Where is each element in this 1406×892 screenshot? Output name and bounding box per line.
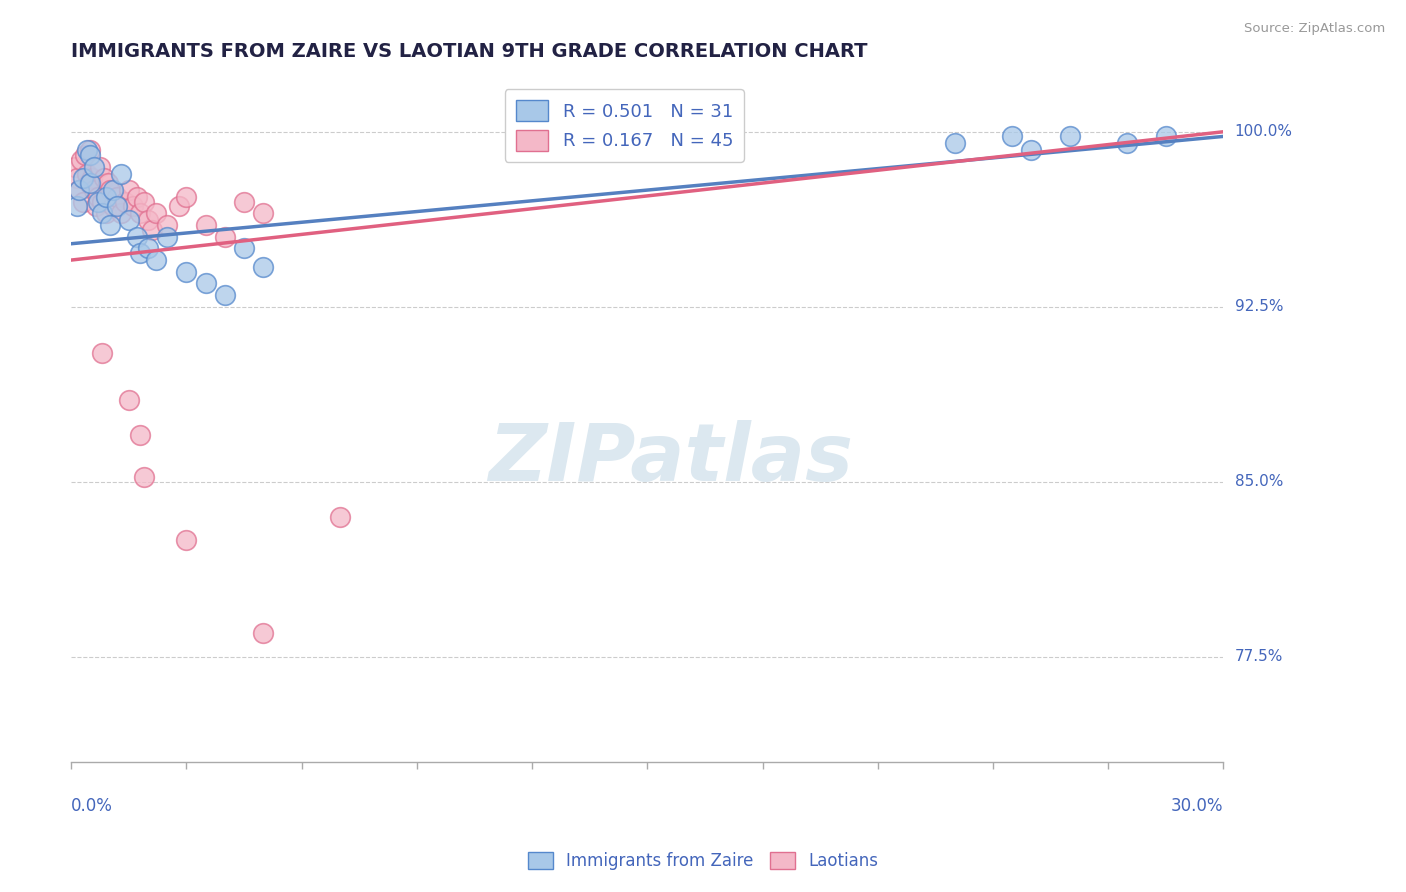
Point <box>98 218 121 232</box>
Point <box>214 288 236 302</box>
Point <box>136 241 159 255</box>
Point <box>79 176 101 190</box>
Point <box>214 229 236 244</box>
Point <box>129 206 152 220</box>
Text: IMMIGRANTS FROM ZAIRE VS LAOTIAN 9TH GRADE CORRELATION CHART: IMMIGRANTS FROM ZAIRE VS LAOTIAN 9TH GRA… <box>72 42 868 61</box>
Point <box>110 167 132 181</box>
Point <box>121 199 143 213</box>
Text: 77.5%: 77.5% <box>1234 649 1282 665</box>
Point <box>943 136 966 151</box>
Point <box>134 470 156 484</box>
Point <box>79 148 101 162</box>
Point <box>67 183 90 197</box>
Point <box>167 199 190 213</box>
Point <box>134 194 156 209</box>
Point <box>66 171 89 186</box>
Point <box>176 533 198 547</box>
Point <box>91 194 114 209</box>
Point <box>233 241 256 255</box>
Point <box>156 229 179 244</box>
Point <box>145 206 167 220</box>
Point <box>194 277 217 291</box>
Point <box>91 346 114 360</box>
Point <box>93 171 115 186</box>
Point <box>98 183 121 197</box>
Point <box>1116 136 1139 151</box>
Point <box>105 190 128 204</box>
Point <box>63 160 86 174</box>
Point <box>1021 144 1043 158</box>
Point <box>110 206 132 220</box>
Point <box>125 229 148 244</box>
Point <box>118 392 141 407</box>
Point <box>1001 129 1024 144</box>
Text: Source: ZipAtlas.com: Source: ZipAtlas.com <box>1244 22 1385 36</box>
Point <box>66 199 89 213</box>
Point <box>83 183 105 197</box>
Point <box>87 190 110 204</box>
Point <box>114 194 136 209</box>
Text: 85.0%: 85.0% <box>1234 475 1282 489</box>
Point <box>136 213 159 227</box>
Point <box>145 253 167 268</box>
Point <box>91 206 114 220</box>
Point <box>252 260 274 274</box>
Point <box>76 167 98 181</box>
Point <box>1154 129 1177 144</box>
Point <box>94 190 117 204</box>
Point <box>83 160 105 174</box>
Point <box>141 223 163 237</box>
Point <box>77 176 100 190</box>
Point <box>69 153 91 167</box>
Point <box>82 171 104 186</box>
Point <box>103 199 125 213</box>
Point <box>79 144 101 158</box>
Point <box>103 183 125 197</box>
Point <box>194 218 217 232</box>
Point <box>84 199 107 213</box>
Point <box>76 144 98 158</box>
Point <box>156 218 179 232</box>
Point <box>252 206 274 220</box>
Point <box>176 190 198 204</box>
Point <box>125 190 148 204</box>
Point <box>329 509 352 524</box>
Text: 0.0%: 0.0% <box>72 797 112 814</box>
Point <box>252 626 274 640</box>
Point <box>72 171 94 186</box>
Point <box>89 160 111 174</box>
Point <box>176 265 198 279</box>
Point <box>105 199 128 213</box>
Point <box>97 176 120 190</box>
Point <box>94 206 117 220</box>
Point <box>67 183 90 197</box>
Point <box>118 183 141 197</box>
Point <box>72 194 94 209</box>
Point <box>87 194 110 209</box>
Point <box>129 246 152 260</box>
Point <box>73 148 96 162</box>
Text: 92.5%: 92.5% <box>1234 299 1284 314</box>
Point <box>1059 129 1081 144</box>
Legend: R = 0.501   N = 31, R = 0.167   N = 45: R = 0.501 N = 31, R = 0.167 N = 45 <box>505 89 744 161</box>
Legend: Immigrants from Zaire, Laotians: Immigrants from Zaire, Laotians <box>522 845 884 877</box>
Point <box>233 194 256 209</box>
Point <box>118 213 141 227</box>
Text: ZIPatlas: ZIPatlas <box>488 420 853 498</box>
Text: 100.0%: 100.0% <box>1234 124 1292 139</box>
Text: 30.0%: 30.0% <box>1171 797 1223 814</box>
Point <box>129 428 152 442</box>
